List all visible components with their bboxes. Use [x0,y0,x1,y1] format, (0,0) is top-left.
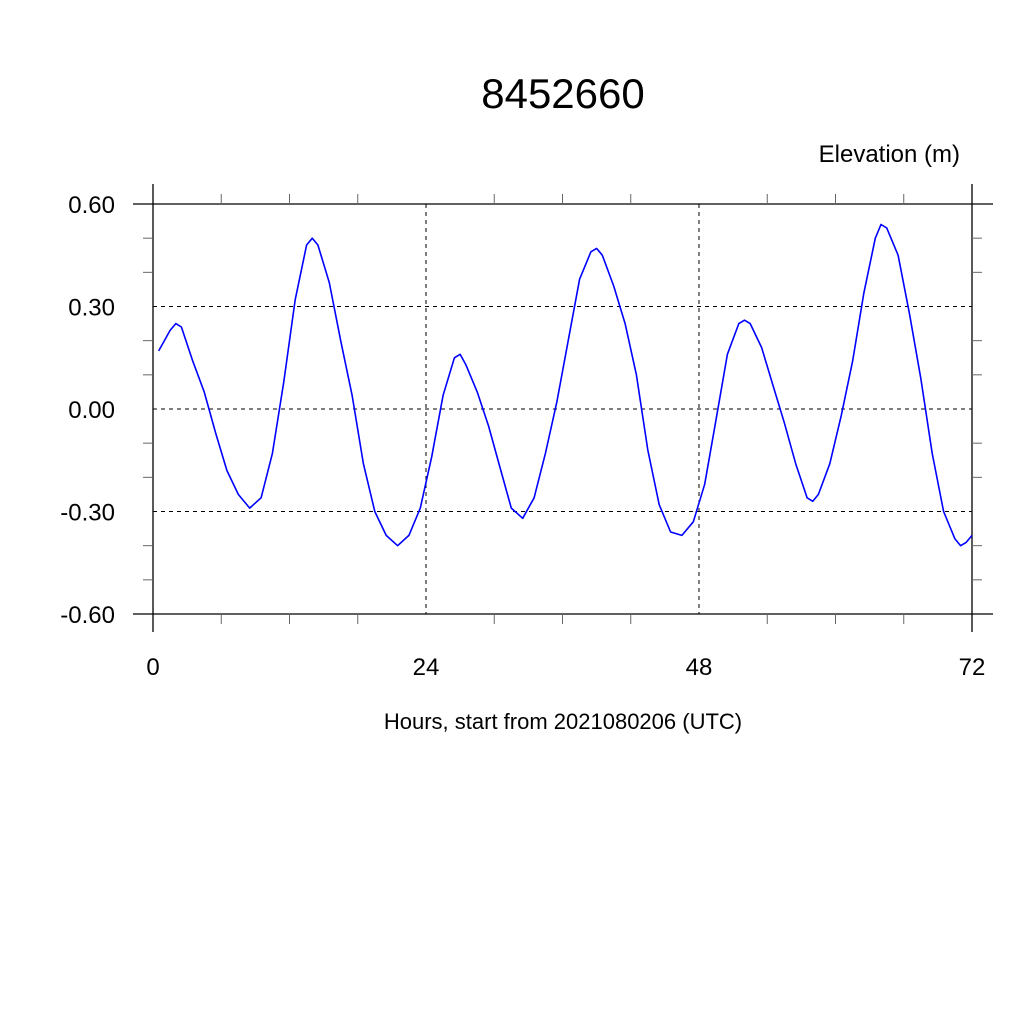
chart-title: 8452660 [481,70,645,117]
ticks [133,184,993,632]
x-axis-label: Hours, start from 2021080206 (UTC) [384,709,742,734]
y-tick-label: 0.00 [68,397,115,424]
y-tick-label: -0.60 [60,602,115,629]
x-tick-label: 0 [146,654,159,681]
y-tick-label: 0.60 [68,192,115,219]
tick-labels: -0.60 -0.30 0.00 0.30 0.60 0 24 48 72 [60,192,985,681]
y-tick-label: 0.30 [68,295,115,322]
grid [152,203,973,615]
y-tick-label: -0.30 [60,500,115,527]
x-tick-label: 48 [686,654,713,681]
series [158,223,973,547]
y-axis-label: Elevation (m) [819,141,960,168]
x-tick-label: 72 [959,654,986,681]
x-tick-label: 24 [413,654,440,681]
elevation-line [158,223,973,547]
